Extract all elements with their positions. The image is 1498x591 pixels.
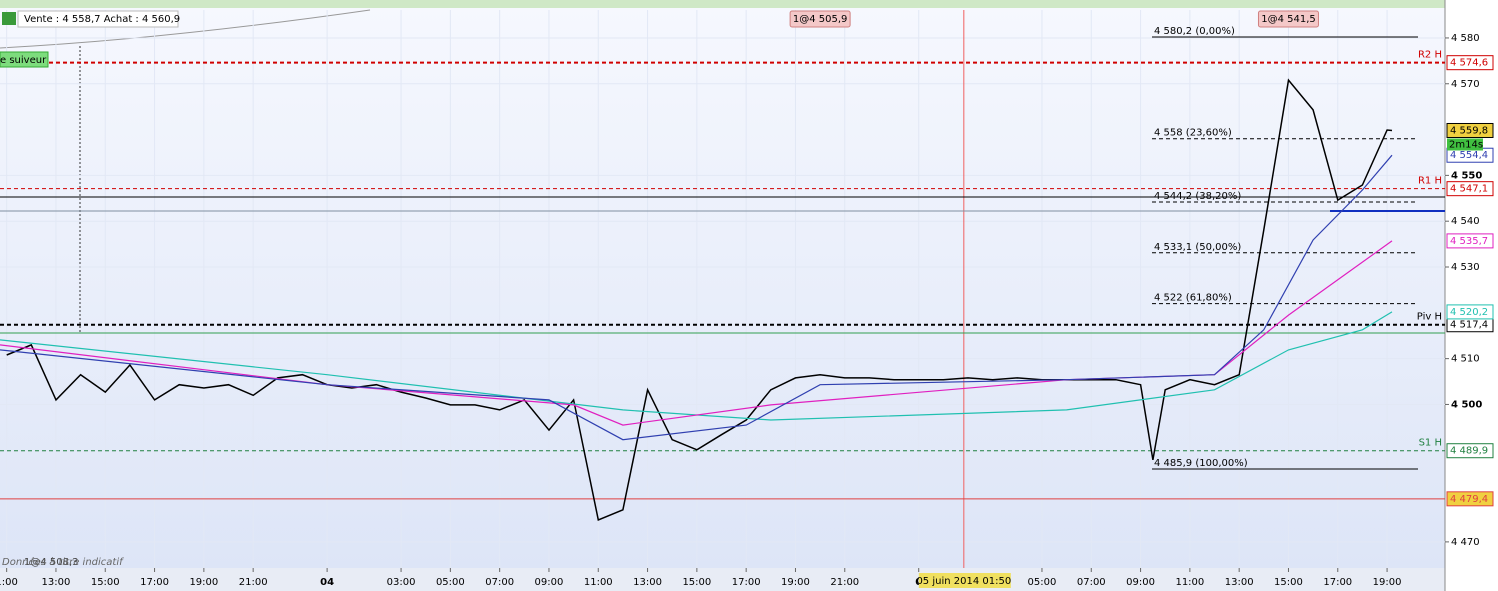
- order-label: 1@4 541,5: [1261, 14, 1316, 25]
- price-tag: [1446, 122, 1494, 138]
- level-tag-label: 4 479,4: [1450, 494, 1488, 505]
- series-line: [0, 240, 1393, 426]
- x-tick-label: 05:00: [436, 577, 465, 588]
- price-tag-label: 4 520,2: [1450, 307, 1488, 318]
- level-tag: [1446, 55, 1494, 71]
- series-line: [6, 78, 1393, 521]
- fib-label: 4 522 (61,80%): [1154, 293, 1232, 304]
- level-tag: [1446, 491, 1494, 507]
- x-tick-label: 11:00: [584, 577, 613, 588]
- y-tick-label: 4 500: [1451, 399, 1482, 410]
- timer-box: [1447, 138, 1483, 151]
- y-tick-label: 4 580: [1451, 33, 1480, 44]
- level-tag: [1446, 181, 1494, 197]
- top-strip: [0, 0, 1445, 8]
- x-tick-label: 17:00: [140, 577, 169, 588]
- x-tick-label: 09:00: [1126, 577, 1155, 588]
- x-tick-label: 17:00: [732, 577, 761, 588]
- x-tick-label: 15:00: [682, 577, 711, 588]
- level-name: R2 H: [1418, 50, 1442, 61]
- x-tick-label: 11:00: [1175, 577, 1204, 588]
- x-tick-label: 07:00: [485, 577, 514, 588]
- x-tick-label: 21:00: [830, 577, 859, 588]
- fib-label: 4 558 (23,60%): [1154, 128, 1232, 139]
- cursor-label: 05 juin 2014 01:50: [916, 576, 1011, 587]
- x-tick-label: 04: [320, 577, 334, 588]
- order-box: [1257, 10, 1319, 28]
- y-tick-label: 4 510: [1451, 354, 1480, 365]
- series-line: [0, 311, 1393, 421]
- x-tick-label: 15:00: [91, 577, 120, 588]
- price-tag: [1446, 304, 1494, 320]
- cursor-box: [918, 573, 1011, 588]
- x-tick-label: 1:00: [0, 577, 18, 588]
- x-tick-label: 13:00: [42, 577, 71, 588]
- y-tick-label: 4 550: [1451, 170, 1482, 181]
- x-tick-label: 03:00: [387, 577, 416, 588]
- level-tag: [1446, 443, 1494, 459]
- stop-label: e suiveur: [0, 55, 47, 66]
- icon[interactable]: [2, 12, 16, 25]
- order-bottom: 1@4 508,3: [24, 557, 79, 568]
- level-name: S1 H: [1419, 438, 1442, 449]
- curve: [0, 9, 371, 49]
- timer: 2m14s: [1449, 139, 1483, 150]
- quote: Vente : 4 558,7 Achat : 4 560,9: [24, 14, 180, 25]
- x-tick-label: 0: [915, 577, 922, 588]
- x-tick-label: 15:00: [1274, 577, 1303, 588]
- x-tick-label: 13:00: [1225, 577, 1254, 588]
- x-tick-label: 19:00: [189, 577, 218, 588]
- fib-label: 4 580,2 (0,00%): [1154, 26, 1235, 37]
- x-tick-label: 09:00: [535, 577, 564, 588]
- price-tag-label: 4 559,8: [1450, 125, 1488, 136]
- fib-label: 4 544,2 (38,20%): [1154, 191, 1241, 202]
- y-tick-label: 4 470: [1451, 537, 1480, 548]
- stop-box[interactable]: [0, 51, 49, 68]
- plot-bg: [0, 0, 1445, 568]
- price-tag-label: 4 554,4: [1450, 150, 1488, 161]
- level-tag-label: 4 517,4: [1450, 320, 1488, 331]
- level-tag-label: 4 489,9: [1450, 446, 1488, 457]
- level-name: Piv H: [1417, 312, 1442, 323]
- order-label: 1@4 505,9: [793, 14, 848, 25]
- x-tick-label: 19:00: [781, 577, 810, 588]
- disclaimer: Données à titre indicatif: [2, 556, 124, 568]
- level-tag-label: 4 547,1: [1450, 184, 1488, 195]
- fib-label: 4 533,1 (50,00%): [1154, 242, 1241, 253]
- x-tick-label: 07:00: [1077, 577, 1106, 588]
- y-tick-label: 4 530: [1451, 262, 1480, 273]
- price-tag-label: 4 535,7: [1450, 236, 1488, 247]
- quote-box: [17, 10, 179, 28]
- x-tick-label: 05:00: [1028, 577, 1057, 588]
- fib-label: 4 485,9 (100,00%): [1154, 458, 1248, 469]
- y-tick-label: 4 570: [1451, 79, 1480, 90]
- x-axis-bg: [0, 568, 1445, 591]
- level-name: R1 H: [1418, 176, 1442, 187]
- order-box: [789, 10, 851, 28]
- x-tick-label: 13:00: [633, 577, 662, 588]
- level-tag-label: 4 574,6: [1450, 58, 1488, 69]
- y-tick-label: 4 540: [1451, 216, 1480, 227]
- x-tick-label: 21:00: [239, 577, 268, 588]
- price-tag: [1446, 233, 1494, 249]
- x-tick-label: 17:00: [1323, 577, 1352, 588]
- x-tick-label: 19:00: [1373, 577, 1402, 588]
- series-line: [0, 154, 1393, 441]
